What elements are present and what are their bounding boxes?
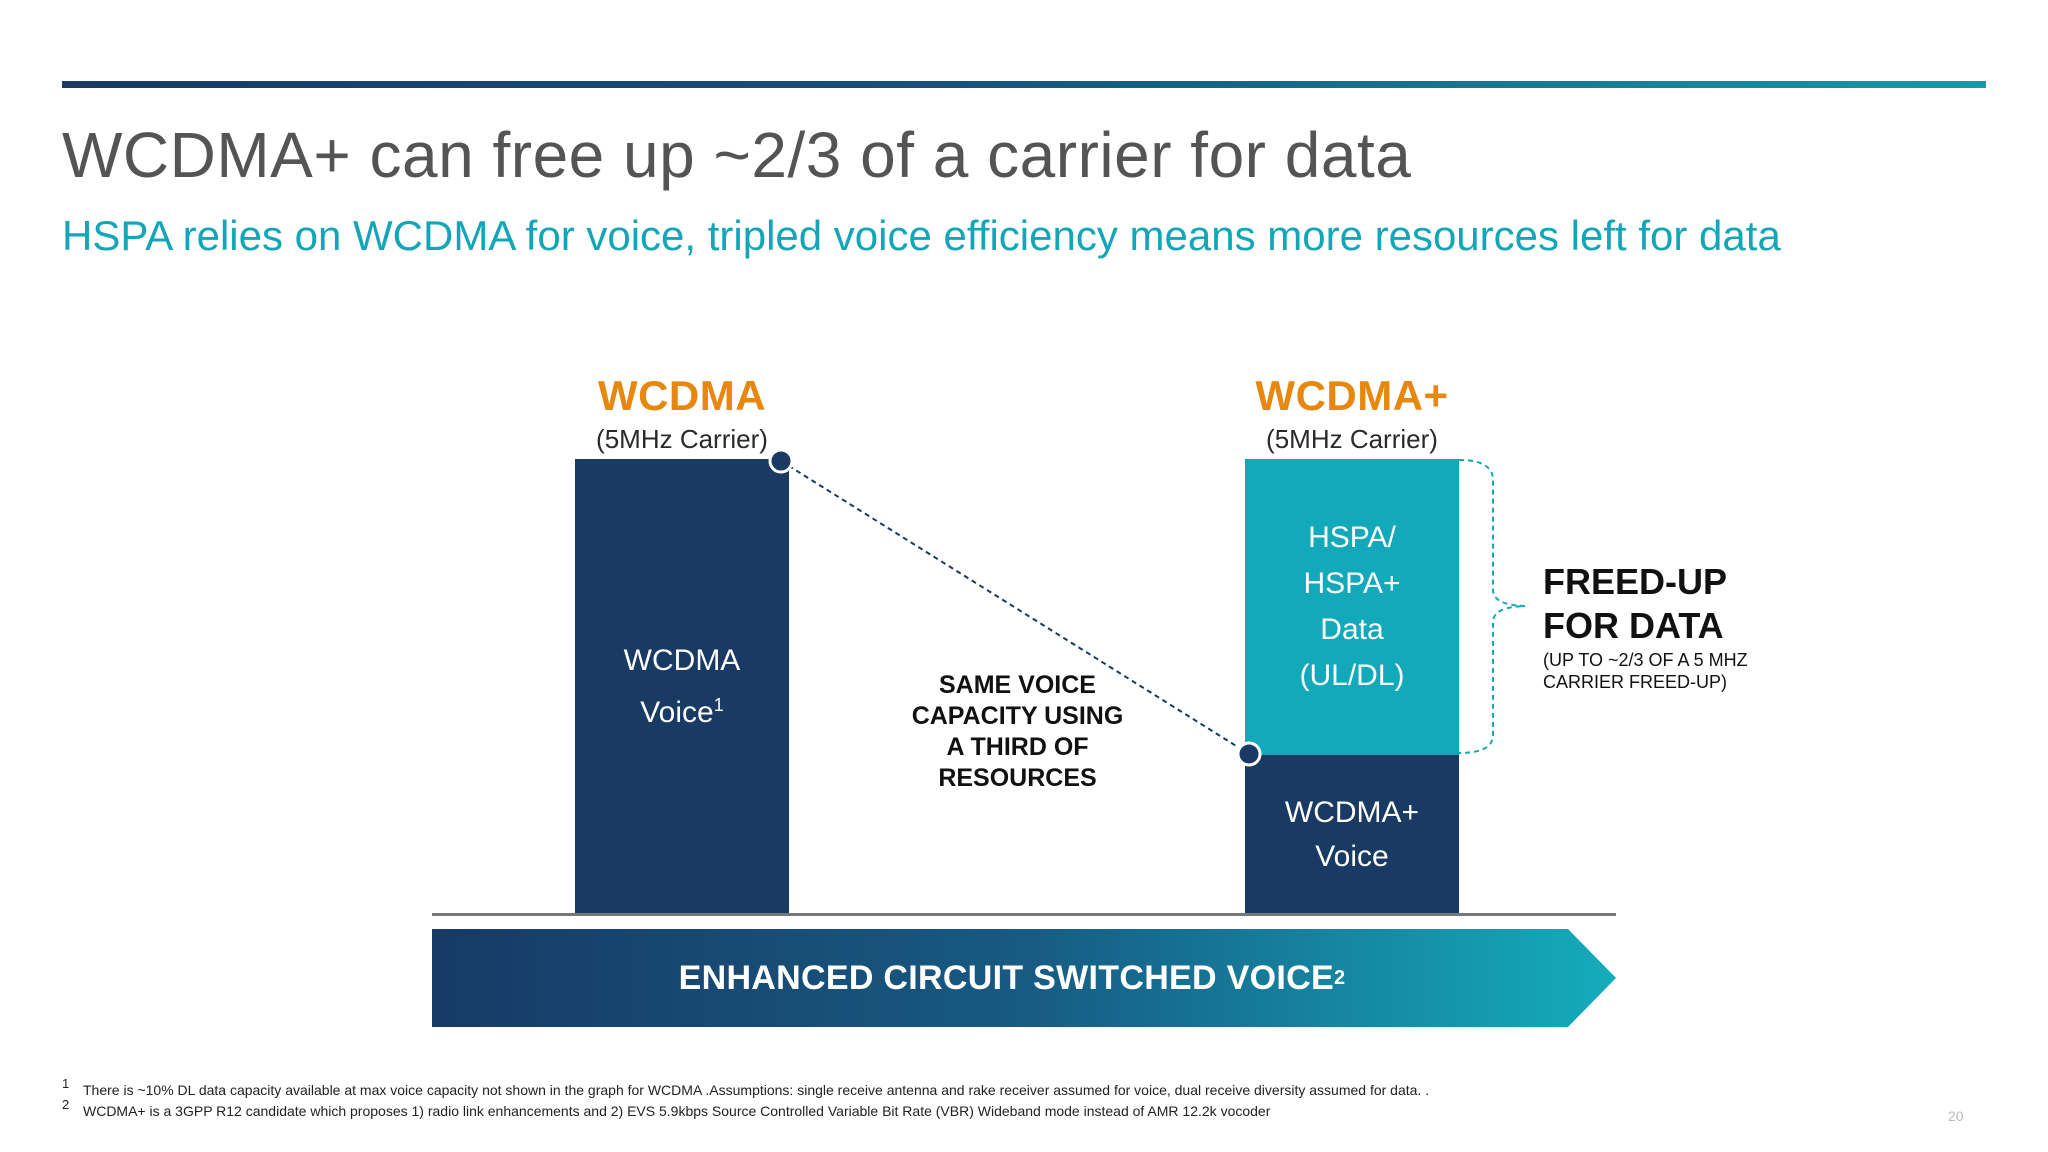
footnote-2-number: 2 bbox=[62, 1097, 70, 1112]
freed-up-title: FREED-UP FOR DATA bbox=[1543, 560, 1727, 648]
wcdma-header: WCDMA (5MHz Carrier) bbox=[532, 372, 832, 455]
connector-end-dot bbox=[1236, 741, 1262, 767]
wcdma-plus-voice-line2: Voice bbox=[1315, 839, 1389, 873]
wcdma-plus-title: WCDMA+ bbox=[1255, 372, 1449, 419]
freed-up-note: (UP TO ~2/3 OF A 5 MHZ CARRIER FREED-UP) bbox=[1543, 649, 1748, 693]
footnote-ref-1: 1 bbox=[713, 694, 724, 715]
wcdma-title: WCDMA bbox=[597, 372, 767, 419]
same-voice-capacity-note: SAME VOICE CAPACITY USING A THIRD OF RES… bbox=[880, 670, 1155, 794]
header-rule bbox=[62, 81, 1986, 88]
slide-title: WCDMA+ can free up ~2/3 of a carrier for… bbox=[62, 119, 1412, 191]
banner-label: ENHANCED CIRCUIT SWITCHED VOICE 2 bbox=[432, 929, 1592, 1027]
freed-up-note-line1: (UP TO ~2/3 OF A 5 MHZ bbox=[1543, 650, 1748, 670]
wcdma-voice-line2: Voice1 bbox=[624, 683, 741, 735]
footnote-1-text: There is ~10% DL data capacity available… bbox=[83, 1082, 1430, 1098]
hspa-data-line2: HSPA+ bbox=[1303, 567, 1401, 600]
footnote-2-text: WCDMA+ is a 3GPP R12 candidate which pro… bbox=[83, 1103, 1271, 1119]
wcdma-voice-bar: WCDMA Voice1 bbox=[575, 459, 789, 914]
wcdma-plus-voice-line1: WCDMA+ bbox=[1284, 795, 1420, 829]
hspa-data-line4: (UL/DL) bbox=[1299, 659, 1405, 692]
page-number: 20 bbox=[1948, 1108, 1964, 1124]
slide-subtitle: HSPA relies on WCDMA for voice, tripled … bbox=[62, 212, 1781, 259]
chart-baseline bbox=[432, 913, 1616, 916]
note-line2: CAPACITY USING bbox=[911, 702, 1124, 730]
hspa-data-line1: HSPA/ bbox=[1308, 521, 1396, 554]
freed-up-brace bbox=[1458, 459, 1526, 754]
wcdma-voice-line1: WCDMA bbox=[623, 643, 741, 677]
note-line3: A THIRD OF bbox=[946, 733, 1089, 761]
banner-text: ENHANCED CIRCUIT SWITCHED VOICE bbox=[678, 958, 1334, 997]
footnote-ref-2: 2 bbox=[1333, 966, 1346, 989]
wcdma-plus-header: WCDMA+ (5MHz Carrier) bbox=[1202, 372, 1502, 455]
freed-up-line2: FOR DATA bbox=[1543, 605, 1724, 646]
wcdma-plus-carrier-label: (5MHz Carrier) bbox=[1266, 424, 1438, 454]
connector-start-dot bbox=[768, 448, 794, 474]
hspa-data-bar: HSPA/ HSPA+ Data (UL/DL) bbox=[1245, 459, 1459, 755]
dashed-connector-line bbox=[780, 460, 1250, 755]
freed-up-line1: FREED-UP bbox=[1543, 561, 1728, 602]
hspa-data-line3: Data bbox=[1320, 613, 1384, 646]
wcdma-plus-voice-bar: WCDMA+ Voice bbox=[1245, 755, 1459, 914]
wcdma-plus-voice-label: WCDMA+ Voice bbox=[1285, 791, 1419, 879]
note-line1: SAME VOICE bbox=[939, 671, 1096, 699]
arrow-banner bbox=[432, 929, 1616, 1027]
wcdma-voice-word: Voice bbox=[640, 695, 714, 729]
wcdma-carrier-label: (5MHz Carrier) bbox=[596, 424, 768, 454]
arrow-shape bbox=[432, 929, 1616, 1027]
footnote-1-number: 1 bbox=[62, 1076, 70, 1091]
freed-up-note-line2: CARRIER FREED-UP) bbox=[1543, 672, 1728, 692]
note-line4: RESOURCES bbox=[938, 764, 1097, 792]
hspa-data-label: HSPA/ HSPA+ Data (UL/DL) bbox=[1299, 515, 1404, 699]
wcdma-voice-label: WCDMA Voice1 bbox=[624, 639, 741, 735]
